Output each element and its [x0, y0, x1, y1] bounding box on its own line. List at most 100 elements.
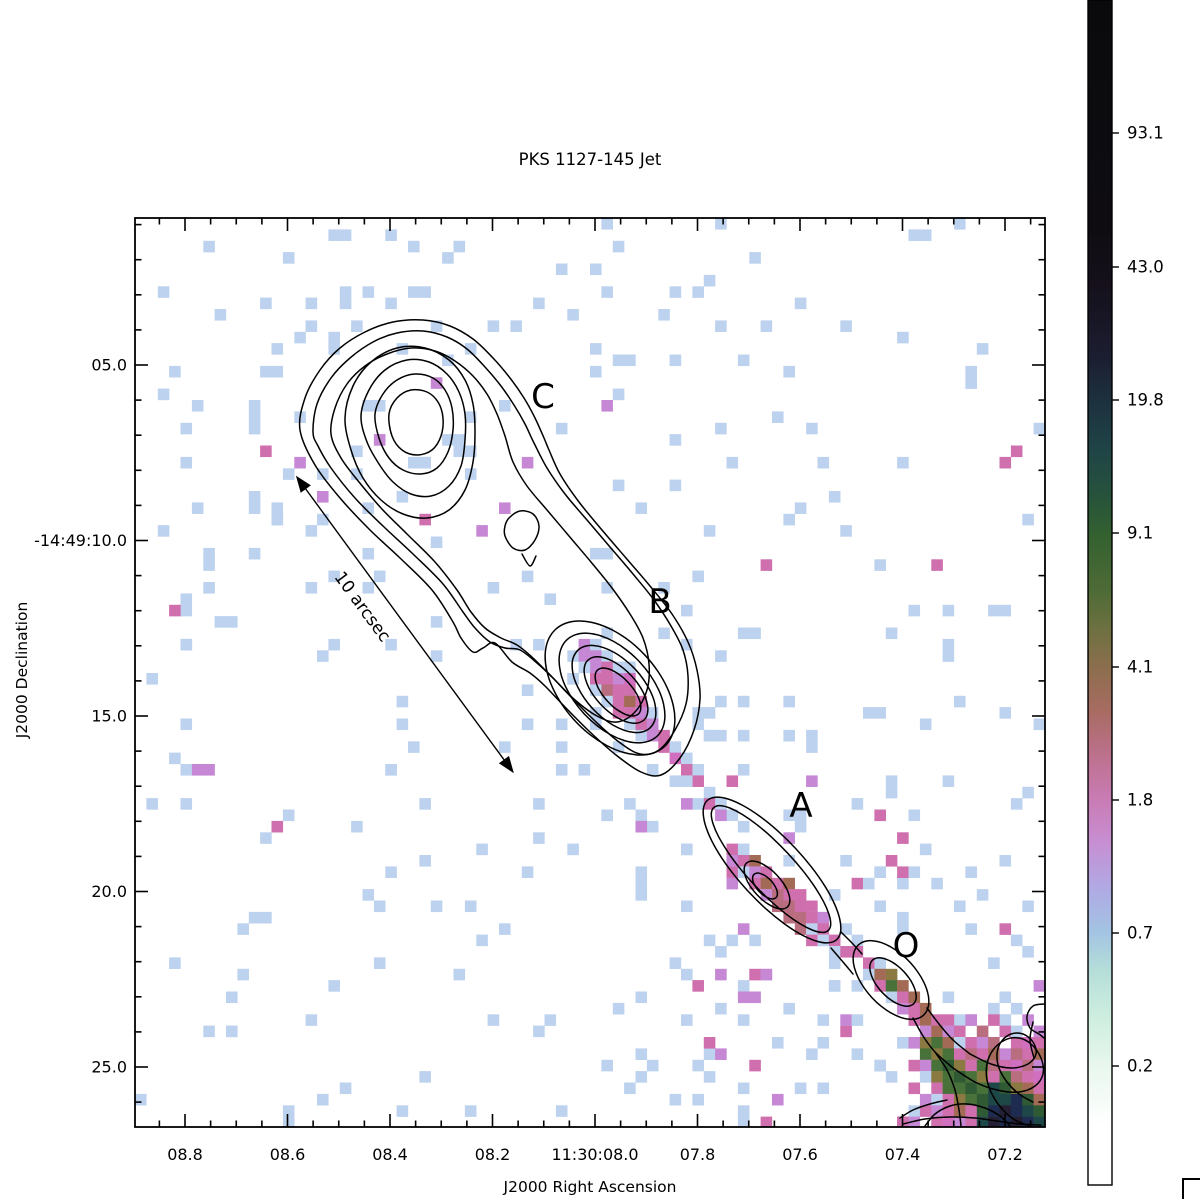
heatmap-pixel [931, 877, 943, 890]
heatmap-pixel [954, 1025, 966, 1038]
heatmap-pixel [749, 252, 761, 264]
heatmap-pixel [999, 1014, 1012, 1026]
heatmap-pixel [590, 343, 602, 355]
knot-label-O: O [893, 926, 920, 966]
heatmap-pixel [385, 638, 397, 651]
knot-label-A: A [789, 786, 812, 826]
heatmap-pixel [408, 456, 420, 469]
heatmap-pixel [703, 707, 716, 719]
heatmap-pixel [772, 900, 784, 913]
heatmap-pixel [737, 820, 750, 833]
heatmap-pixel [703, 786, 716, 799]
heatmap-pixel [965, 1014, 977, 1026]
heatmap-pixel [999, 604, 1012, 617]
heatmap-pixel [681, 843, 693, 856]
heatmap-pixel [442, 252, 454, 264]
heatmap-pixel [715, 422, 727, 435]
heatmap-pixel [976, 889, 989, 901]
heatmap-pixel [749, 877, 761, 890]
heatmap-pixel [942, 1037, 955, 1049]
x-tick-label: 08.2 [475, 1145, 511, 1164]
heatmap-pixel [590, 638, 602, 651]
heatmap-pixel [965, 1116, 977, 1127]
heatmap-pixel [590, 707, 602, 719]
heatmap-pixel [294, 331, 306, 344]
heatmap-pixel [1033, 1093, 1045, 1106]
x-tick-label: 07.6 [782, 1145, 818, 1164]
heatmap-pixel [658, 309, 670, 321]
heatmap-pixel [715, 798, 727, 810]
heatmap-pixel [1033, 1071, 1045, 1083]
heatmap-pixel [499, 502, 511, 514]
heatmap-pixel [897, 832, 909, 844]
heatmap-pixel [419, 286, 431, 298]
heatmap-pixel [737, 991, 750, 1004]
heatmap-pixel [1010, 1025, 1023, 1038]
heatmap-pixel [783, 1002, 795, 1015]
heatmap-pixel [305, 297, 318, 310]
heatmap-pixel [305, 320, 318, 332]
heatmap-pixel [1010, 1059, 1023, 1072]
heatmap-pixel [555, 422, 568, 435]
heatmap-pixel [999, 1059, 1012, 1072]
heatmap-pixel [942, 775, 955, 787]
heatmap-pixel [794, 923, 807, 935]
heatmap-pixel [624, 661, 636, 674]
heatmap-pixel [601, 650, 613, 662]
heatmap-pixel [919, 718, 932, 731]
heatmap-pixel [601, 809, 613, 822]
heatmap-pixel [737, 354, 750, 367]
heatmap-pixel [897, 923, 909, 935]
heatmap-pixel [430, 616, 443, 628]
heatmap-pixel [794, 809, 807, 822]
heatmap-pixel [828, 889, 841, 901]
heatmap-pixel [214, 616, 227, 628]
heatmap-pixel [737, 695, 750, 708]
heatmap-pixel [897, 980, 909, 992]
heatmap-pixel [305, 525, 318, 537]
heatmap-pixel [282, 1105, 295, 1117]
heatmap-pixel [157, 286, 170, 298]
heatmap-pixel [681, 1014, 693, 1026]
heatmap-pixel [248, 547, 261, 560]
heatmap-pixel [874, 900, 886, 913]
heatmap-pixel [942, 638, 955, 651]
heatmap-pixel [1033, 1082, 1045, 1095]
heatmap-pixel [954, 218, 966, 230]
x-axis-label: J2000 Right Ascension [503, 1178, 677, 1196]
heatmap-pixel [226, 991, 238, 1004]
heatmap-pixel [783, 365, 795, 378]
heatmap-pixel [282, 252, 295, 264]
heatmap-pixel [942, 650, 955, 662]
heatmap-pixel [430, 320, 443, 332]
heatmap-pixel [1033, 980, 1045, 992]
heatmap-pixel [1022, 946, 1034, 958]
heatmap-pixel [590, 661, 602, 674]
heatmap-pixel [624, 684, 636, 696]
heatmap-pixel [328, 229, 340, 241]
heatmap-pixel [737, 627, 750, 640]
heatmap-pixel [988, 1082, 1000, 1095]
heatmap-pixel [999, 991, 1012, 1004]
heatmap-pixel [817, 923, 830, 935]
heatmap-pixel [692, 1093, 704, 1106]
heatmap-pixel [669, 354, 682, 367]
heatmap-pixel [339, 297, 352, 310]
heatmap-pixel [328, 638, 340, 651]
heatmap-pixel [681, 764, 693, 776]
heatmap-pixel [601, 582, 613, 594]
colorbar-tick-label: 1.8 [1127, 791, 1153, 810]
heatmap-pixel [180, 638, 193, 651]
heatmap-pixel [282, 468, 295, 480]
heatmap-pixel [840, 525, 852, 537]
heatmap-pixel [339, 1082, 352, 1095]
heatmap-pixel [1010, 445, 1023, 458]
heatmap-pixel [954, 695, 966, 708]
heatmap-pixel [772, 1037, 784, 1049]
heatmap-pixel [919, 229, 932, 241]
heatmap-pixel [828, 491, 841, 503]
heatmap-pixel [601, 400, 613, 412]
heatmap-pixel [692, 1059, 704, 1072]
y-tick-label: 20.0 [91, 882, 127, 901]
heatmap-pixel [646, 1059, 659, 1072]
